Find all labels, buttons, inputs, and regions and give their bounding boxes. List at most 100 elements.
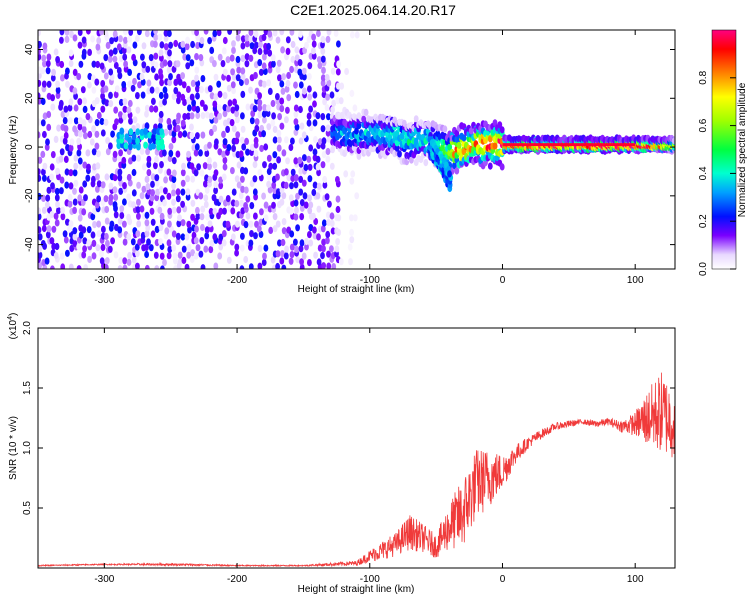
heatmap-cell <box>204 111 210 119</box>
heatmap-cell <box>191 99 197 107</box>
heatmap-cell <box>159 54 164 62</box>
heatmap-cell <box>213 116 219 124</box>
heatmap-cell <box>298 175 304 183</box>
heatmap-cell <box>64 168 70 176</box>
heatmap-cell <box>275 188 281 196</box>
heatmap-cell <box>248 86 254 94</box>
heatmap-cell <box>261 192 266 200</box>
heatmap-cell <box>41 168 46 176</box>
heatmap-cell <box>293 213 299 221</box>
heatmap-cell <box>132 116 138 124</box>
heatmap-cell <box>119 205 125 213</box>
top-plot-frame <box>37 29 676 270</box>
heatmap-cell <box>112 47 118 55</box>
heatmap-cell <box>59 252 65 260</box>
heatmap-cell <box>263 244 269 252</box>
heatmap-cell <box>159 212 165 220</box>
heatmap-cell <box>72 187 77 195</box>
heatmap-cell <box>90 231 96 239</box>
heatmap-cell <box>38 118 42 126</box>
heatmap-cell <box>227 30 232 35</box>
heatmap-cell <box>276 59 282 67</box>
heatmap-cell <box>171 182 177 190</box>
heatmap-cell <box>168 73 173 81</box>
heatmap-cell <box>203 200 209 209</box>
heatmap-cell <box>96 111 102 120</box>
heatmap-cell <box>468 127 474 135</box>
heatmap-cell <box>338 258 344 266</box>
heatmap-cell <box>230 106 236 114</box>
heatmap-cell <box>117 217 123 225</box>
heatmap-cell <box>87 48 92 57</box>
heatmap-cell <box>671 137 675 145</box>
heatmap-cell <box>213 73 219 81</box>
heatmap-cell <box>112 30 118 38</box>
heatmap-cell <box>91 239 97 247</box>
heatmap-cell <box>190 213 196 221</box>
heatmap-cell <box>217 148 223 156</box>
heatmap-cell <box>99 117 105 126</box>
heatmap-cell <box>350 31 355 39</box>
heatmap-cell <box>173 265 178 269</box>
heatmap-cell <box>249 202 255 210</box>
heatmap-cell <box>288 194 294 202</box>
heatmap-cell <box>301 67 307 75</box>
heatmap-cell <box>189 93 195 101</box>
heatmap-cell <box>112 55 118 63</box>
heatmap-cell <box>78 231 84 239</box>
heatmap-cell <box>231 40 236 48</box>
heatmap-cell <box>181 245 187 253</box>
heatmap-cell <box>302 73 307 81</box>
heatmap-cell <box>169 225 174 233</box>
heatmap-cell <box>86 226 92 234</box>
heatmap-cell <box>91 148 97 156</box>
heatmap-cell <box>261 33 267 42</box>
heatmap-cell <box>185 175 191 183</box>
heatmap-cell <box>257 111 263 119</box>
heatmap-cell <box>243 255 249 264</box>
heatmap-cell <box>344 67 349 76</box>
heatmap-cell <box>321 262 326 269</box>
heatmap-cell <box>230 68 236 76</box>
heatmap-cell <box>349 228 354 236</box>
heatmap-cell <box>263 30 269 36</box>
heatmap-cell <box>118 256 124 265</box>
heatmap-cell <box>40 67 46 75</box>
heatmap-cell <box>83 132 88 140</box>
heatmap-cell <box>253 71 258 80</box>
heatmap-cell <box>146 79 152 87</box>
heatmap-cell <box>76 73 82 81</box>
heatmap-cell <box>307 207 313 215</box>
heatmap-cell <box>301 179 307 187</box>
heatmap-cell <box>128 30 134 36</box>
heatmap-cell <box>166 117 172 126</box>
heatmap-cells <box>38 30 675 269</box>
heatmap-cell <box>195 85 200 93</box>
heatmap-cell <box>159 79 165 87</box>
heatmap-cell <box>218 207 224 215</box>
heatmap-cell <box>203 245 209 253</box>
heatmap-cell <box>113 211 119 219</box>
heatmap-cell <box>245 148 250 156</box>
heatmap-cell <box>320 35 326 44</box>
heatmap-cell <box>209 46 215 55</box>
heatmap-cell <box>256 225 262 233</box>
heatmap-cell <box>266 173 272 181</box>
heatmap-cell <box>190 199 196 207</box>
heatmap-cell <box>239 78 244 87</box>
heatmap-cell <box>113 91 119 99</box>
heatmap-cell <box>158 100 164 108</box>
heatmap-cell <box>298 137 304 145</box>
heatmap-cell <box>153 30 158 35</box>
heatmap-cell <box>262 252 267 260</box>
heatmap-cell <box>271 181 277 189</box>
heatmap-cell <box>299 199 305 207</box>
top-x-axis-label: Height of straight line (km) <box>298 284 415 295</box>
heatmap-cell <box>293 104 299 112</box>
heatmap-cell <box>171 230 177 238</box>
heatmap-cell <box>158 223 164 232</box>
heatmap-cell <box>293 118 299 126</box>
heatmap-cell <box>63 236 69 244</box>
heatmap-cell <box>117 154 122 163</box>
snr-panel: -300 -200 -100 0 100 0.5 1.0 1.5 2.0 Height of … <box>7 313 676 595</box>
